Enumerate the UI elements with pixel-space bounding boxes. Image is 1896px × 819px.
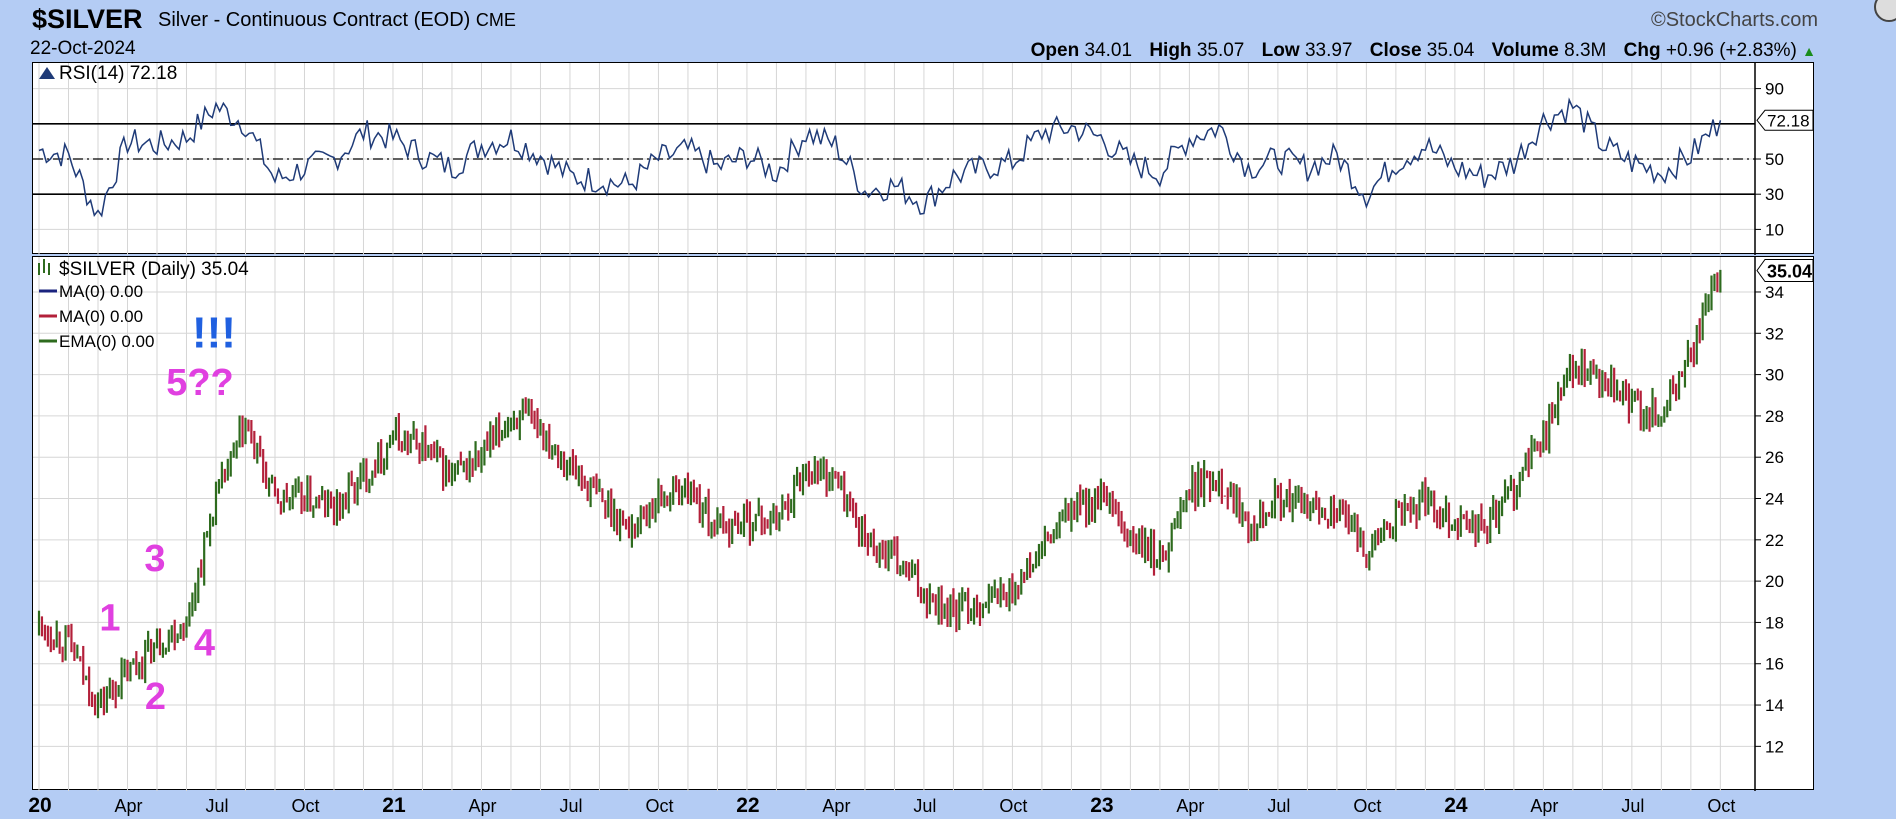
price-tick-label: 14: [1765, 696, 1784, 715]
rsi-legend-icon: [39, 67, 55, 79]
close-value: 35.04: [1426, 40, 1475, 61]
x-tick-label: Apr: [114, 796, 142, 816]
close-label: Close: [1369, 40, 1422, 61]
rsi-tick-label: 50: [1765, 150, 1784, 169]
open-label: Open: [1030, 40, 1080, 61]
x-tick-label: Oct: [291, 796, 319, 816]
x-tick-label: 21: [382, 794, 406, 817]
x-tick-label: Jul: [559, 796, 582, 816]
wave-annotation: 1: [99, 598, 120, 640]
rsi-last-value-label: 72.18: [1767, 111, 1810, 130]
rsi-series-line: [38, 97, 1722, 218]
x-tick-label: Jul: [913, 796, 936, 816]
low-value: 33.97: [1304, 40, 1353, 61]
volume-value: 8.3M: [1564, 40, 1607, 61]
price-tick-label: 30: [1765, 366, 1784, 385]
symbol-title: $SILVER: [32, 4, 143, 34]
price-tick-label: 28: [1765, 407, 1784, 426]
x-tick-label: Jul: [205, 796, 228, 816]
price-tick-label: 32: [1765, 324, 1784, 343]
x-tick-label: Jul: [1621, 796, 1644, 816]
legend-item-label: MA(0) 0.00: [59, 307, 143, 326]
price-last-value-label: 35.04: [1767, 262, 1812, 282]
x-tick-label: Oct: [1707, 796, 1735, 816]
x-tick-label: Oct: [999, 796, 1027, 816]
price-legend-icon: [38, 259, 50, 275]
x-tick-label: Oct: [1353, 796, 1381, 816]
x-tick-label: 20: [28, 794, 51, 817]
x-tick-label: Apr: [822, 796, 850, 816]
price-panel: 12 14 16 18 20 22 24 26 28 30 32 34 35.04 $SILVER (Da…: [32, 256, 1814, 791]
exchange-label: CME: [475, 10, 516, 30]
chart-date: 22-Oct-2024: [30, 38, 136, 59]
chart-header: $SILVER Silver - Continuous Contract (EO…: [0, 0, 1896, 62]
price-tick-label: 26: [1765, 448, 1784, 467]
legend-item-label: MA(0) 0.00: [59, 282, 143, 301]
wave-annotation: !!!: [192, 309, 236, 358]
change-label: Chg: [1623, 40, 1661, 61]
low-label: Low: [1261, 40, 1300, 61]
high-label: High: [1149, 40, 1192, 61]
ohlc-readout: Open 34.01 High 35.07 Low 33.97 Close 35…: [1019, 40, 1816, 62]
up-arrow-icon: ▲: [1802, 43, 1816, 59]
rsi-legend-label: RSI(14) 72.18: [59, 63, 177, 84]
x-tick-label: Apr: [1530, 796, 1558, 816]
change-value: +0.96 (+2.83%): [1665, 40, 1797, 61]
wave-annotation: 2: [145, 676, 166, 718]
x-tick-label: 24: [1444, 794, 1468, 817]
x-tick-label: 23: [1090, 794, 1113, 817]
rsi-tick-label: 10: [1765, 220, 1784, 239]
price-tick-label: 34: [1765, 283, 1784, 302]
open-value: 34.01: [1084, 40, 1133, 61]
price-tick-label: 12: [1765, 737, 1784, 756]
price-tick-label: 16: [1765, 655, 1784, 674]
high-value: 35.07: [1196, 40, 1245, 61]
brand-logo[interactable]: ©StockCharts.com: [1650, 9, 1818, 31]
price-tick-label: 22: [1765, 531, 1784, 550]
x-tick-label: 22: [736, 794, 759, 817]
x-tick-label: Apr: [468, 796, 496, 816]
rsi-panel: 10 30 50 90 72.18 RSI(14) 72.18: [32, 62, 1814, 255]
legend-item-label: EMA(0) 0.00: [59, 332, 154, 351]
volume-label: Volume: [1491, 40, 1559, 61]
description-text: Silver - Continuous Contract (EOD): [158, 9, 471, 31]
symbol-description: Silver - Continuous Contract (EOD) CME: [158, 9, 516, 32]
x-tick-label: Oct: [645, 796, 673, 816]
settings-circle-icon[interactable]: [1874, 0, 1896, 22]
rsi-tick-label: 90: [1765, 80, 1784, 99]
x-tick-label: Jul: [1267, 796, 1290, 816]
wave-annotation: 5??: [166, 362, 234, 404]
price-tick-label: 24: [1765, 490, 1784, 509]
rsi-tick-label: 30: [1765, 185, 1784, 204]
price-last-value-tag: [1756, 259, 1814, 283]
wave-annotation: 3: [144, 538, 165, 580]
price-tick-label: 20: [1765, 572, 1784, 591]
price-tick-label: 18: [1765, 613, 1784, 632]
rsi-chart: 10 30 50 90 72.18 RSI(14) 72.18: [33, 63, 1814, 255]
rsi-last-value-tag: [1756, 109, 1814, 131]
price-legend-label: $SILVER (Daily) 35.04: [59, 259, 249, 280]
x-tick-label: Apr: [1176, 796, 1204, 816]
wave-annotation: 4: [194, 622, 215, 664]
